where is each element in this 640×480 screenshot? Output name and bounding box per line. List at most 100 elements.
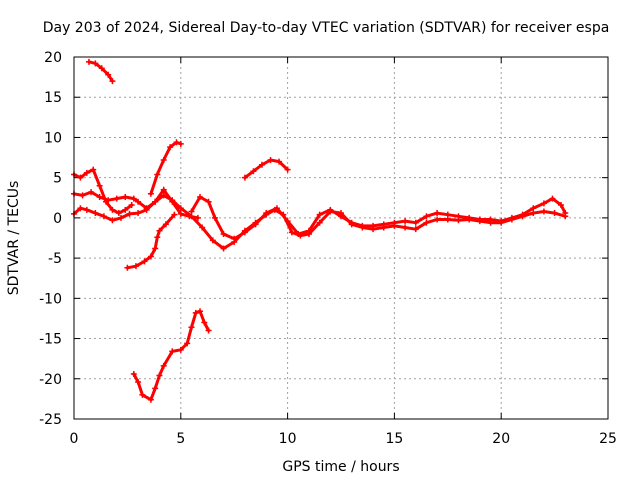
data-point xyxy=(88,189,95,196)
data-point xyxy=(173,139,180,146)
data-point xyxy=(115,210,122,217)
data-point xyxy=(549,195,556,202)
axis-ticks xyxy=(73,56,609,420)
data-point xyxy=(90,166,97,173)
series-arc-4 xyxy=(71,192,569,252)
data-point xyxy=(327,206,334,213)
y-tick-labels: -25 -20 -15 -10 -5 0 5 10 15 20 xyxy=(39,50,62,428)
y-tick-label: -25 xyxy=(39,412,62,428)
data-point xyxy=(147,253,154,260)
series-track xyxy=(243,158,290,180)
data-point xyxy=(284,218,291,225)
data-point xyxy=(96,182,103,189)
y-tick-label: 5 xyxy=(53,171,62,187)
data-point xyxy=(220,245,227,252)
data-point xyxy=(105,71,112,78)
data-point xyxy=(423,213,430,220)
data-point xyxy=(508,214,515,221)
data-point xyxy=(476,216,483,223)
data-point xyxy=(412,219,419,226)
y-tick-label: 0 xyxy=(53,211,62,227)
data-point xyxy=(160,362,167,369)
data-point xyxy=(252,221,259,228)
data-point xyxy=(152,385,159,392)
data-point xyxy=(188,208,195,215)
data-point xyxy=(117,214,124,221)
data-point xyxy=(167,144,174,151)
series-arc-1 xyxy=(85,58,116,85)
data-point xyxy=(241,229,248,236)
data-point xyxy=(147,396,154,403)
data-point xyxy=(205,198,212,205)
data-point xyxy=(197,308,204,315)
data-point xyxy=(348,219,355,226)
data-point xyxy=(169,348,176,355)
data-point xyxy=(402,224,409,231)
data-point xyxy=(551,210,558,217)
data-point xyxy=(98,65,105,72)
y-tick-label: -5 xyxy=(48,251,62,267)
data-point xyxy=(338,213,344,220)
series-arc-6 xyxy=(147,139,184,197)
data-point xyxy=(220,230,227,237)
data-point xyxy=(160,186,167,193)
series-track xyxy=(125,213,176,270)
data-point xyxy=(92,60,99,67)
data-point xyxy=(139,391,146,398)
data-point xyxy=(177,346,184,353)
data-point xyxy=(194,214,201,221)
data-point xyxy=(562,210,569,217)
data-point xyxy=(169,197,176,204)
data-point xyxy=(288,229,295,236)
data-point xyxy=(197,193,204,200)
data-point xyxy=(540,208,547,215)
data-point xyxy=(192,309,199,316)
data-point xyxy=(160,156,167,163)
data-point xyxy=(162,221,169,228)
data-point xyxy=(184,340,191,347)
data-point xyxy=(276,158,283,165)
y-axis-label: SDTVAR / TECUs xyxy=(6,181,22,296)
data-point xyxy=(530,205,537,212)
data-point xyxy=(141,258,148,265)
data-point xyxy=(177,140,184,147)
data-point xyxy=(126,210,133,217)
x-tick-label: 15 xyxy=(385,431,403,447)
series-track xyxy=(72,188,200,220)
data-point xyxy=(295,230,302,237)
data-point xyxy=(96,193,103,200)
data-point xyxy=(258,161,265,168)
data-point xyxy=(211,214,218,221)
data-point xyxy=(113,195,120,202)
data-point xyxy=(83,169,90,176)
data-point xyxy=(380,221,387,228)
data-point xyxy=(79,192,86,199)
data-point xyxy=(263,210,270,217)
data-point xyxy=(122,193,129,200)
x-tick-label: 0 xyxy=(70,431,79,447)
series-track xyxy=(149,140,183,196)
data-point xyxy=(466,214,473,221)
y-tick-label: 15 xyxy=(44,90,62,106)
data-point xyxy=(77,205,84,212)
data-point xyxy=(147,190,154,197)
data-point xyxy=(402,218,409,225)
data-point xyxy=(128,202,135,209)
data-point xyxy=(199,224,206,231)
y-tick-label: -15 xyxy=(39,332,62,348)
data-point xyxy=(412,226,419,233)
data-point xyxy=(250,168,257,175)
data-point xyxy=(177,210,184,217)
data-point xyxy=(391,219,398,226)
data-point xyxy=(177,205,184,212)
data-point xyxy=(316,211,323,218)
data-point xyxy=(188,324,195,331)
data-point xyxy=(201,319,208,326)
data-point xyxy=(130,195,137,202)
data-point xyxy=(109,78,116,85)
data-point xyxy=(77,174,84,181)
data-point xyxy=(83,206,90,213)
data-point xyxy=(487,216,494,223)
data-point xyxy=(284,166,291,173)
